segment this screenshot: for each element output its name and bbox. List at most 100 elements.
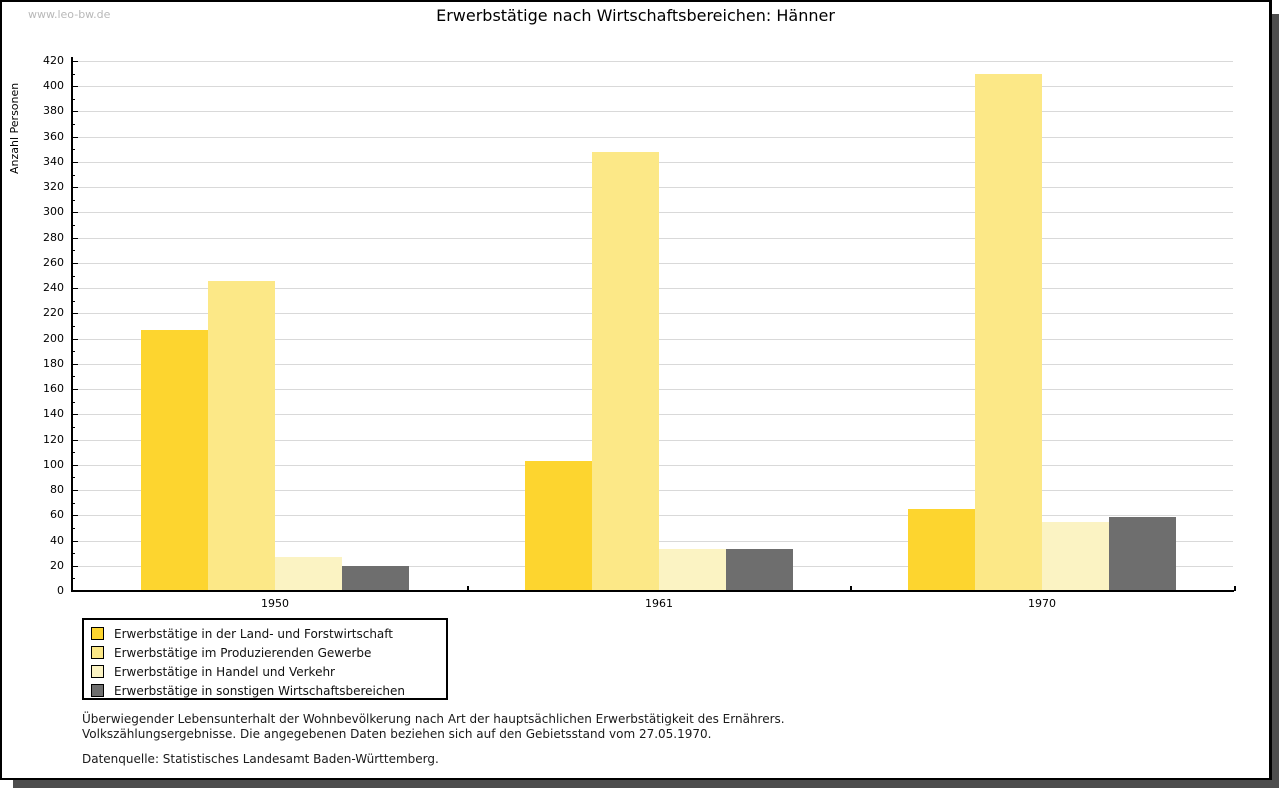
y-axis-minor-tick [72,200,75,201]
y-axis-minor-tick [72,427,75,428]
gridline [73,111,1233,112]
y-axis-minor-tick [72,124,75,125]
y-axis-tick-label: 40 [50,534,64,547]
bar-1961-series-1 [525,461,592,591]
y-axis-minor-tick [72,351,75,352]
y-axis-major-tick [72,566,78,567]
y-axis-major-tick [72,288,78,289]
bar-chart: 0 20 40 60 80 100 120 140 160 180 200 220 240 260 280 3… [2,2,1269,778]
bar-1950-series-3 [275,557,342,591]
y-axis-tick-label: 140 [43,407,64,420]
legend-swatch-icon [91,684,104,697]
x-axis-tick-label: 1950 [261,597,289,610]
y-axis-major-tick [72,137,78,138]
legend-item: Erwerbstätige in der Land- und Forstwirt… [91,624,446,643]
y-axis-major-tick [72,414,78,415]
y-axis-tick-label: 200 [43,332,64,345]
y-axis-minor-tick [72,528,75,529]
y-axis-tick-label: 260 [43,256,64,269]
y-axis-tick-label: 360 [43,130,64,143]
y-axis-tick-label: 80 [50,483,64,496]
y-axis-major-tick [72,490,78,491]
bar-1961-series-4 [726,549,793,591]
legend-item: Erwerbstätige in sonstigen Wirtschaftsbe… [91,681,446,700]
y-axis-tick-label: 100 [43,458,64,471]
y-axis-major-tick [72,238,78,239]
legend-swatch-icon [91,627,104,640]
y-axis-major-tick [72,364,78,365]
y-axis-minor-tick [72,225,75,226]
legend-label: Erwerbstätige in Handel und Verkehr [114,664,335,679]
y-axis-minor-tick [72,376,75,377]
legend-item: Erwerbstätige im Produzierenden Gewerbe [91,643,446,662]
y-axis-minor-tick [72,175,75,176]
y-axis-tick-label: 340 [43,155,64,168]
y-axis-major-tick [72,313,78,314]
bar-1970-series-4 [1109,517,1176,591]
y-axis-tick-label: 120 [43,433,64,446]
y-axis-major-tick [72,515,78,516]
y-axis-tick-label: 0 [57,584,64,597]
y-axis-major-tick [72,440,78,441]
y-axis-major-tick [72,541,78,542]
y-axis-major-tick [72,162,78,163]
gridline [73,137,1233,138]
y-axis-major-tick [72,389,78,390]
footnote-line-1: Überwiegender Lebensunterhalt der Wohnbe… [82,712,785,726]
y-axis-minor-tick [72,402,75,403]
bar-1961-series-2 [592,152,659,591]
y-axis-major-tick [72,61,78,62]
y-axis-major-tick [72,86,78,87]
y-axis-minor-tick [72,578,75,579]
y-axis-minor-tick [72,326,75,327]
y-axis-minor-tick [72,553,75,554]
legend-label: Erwerbstätige im Produzierenden Gewerbe [114,645,372,660]
bar-1950-series-1 [141,330,208,591]
x-axis-tick-label: 1961 [645,597,673,610]
y-axis-tick-label: 280 [43,231,64,244]
y-axis-minor-tick [72,477,75,478]
bar-1950-series-4 [342,566,409,591]
y-axis-tick-label: 240 [43,281,64,294]
x-axis-tick-label: 1970 [1028,597,1056,610]
legend-swatch-icon [91,646,104,659]
y-axis-major-tick [72,212,78,213]
y-axis-minor-tick [72,276,75,277]
x-axis-tick [467,586,469,591]
bar-1970-series-1 [908,509,975,591]
y-axis-tick-label: 180 [43,357,64,370]
legend: Erwerbstätige in der Land- und Forstwirt… [82,618,448,700]
gridline [73,86,1233,87]
legend-label: Erwerbstätige in sonstigen Wirtschaftsbe… [114,683,406,698]
y-axis-major-tick [72,263,78,264]
y-axis-minor-tick [72,99,75,100]
data-source: Datenquelle: Statistisches Landesamt Bad… [82,752,439,766]
y-axis-tick-label: 60 [50,508,64,521]
y-axis-minor-tick [72,301,75,302]
y-axis-tick-label: 300 [43,205,64,218]
y-axis-major-tick [72,187,78,188]
y-axis-major-tick [72,111,78,112]
y-axis-tick-label: 380 [43,104,64,117]
x-axis-line [71,590,1234,592]
y-axis-line [71,57,73,592]
chart-frame: www.leo-bw.de Erwerbstätige nach Wirtsch… [0,0,1272,780]
chart-footnote: Überwiegender Lebensunterhalt der Wohnbe… [82,712,785,742]
x-axis-tick [1234,586,1236,591]
y-axis-tick-label: 320 [43,180,64,193]
legend-item: Erwerbstätige in Handel und Verkehr [91,662,446,681]
legend-swatch-icon [91,665,104,678]
y-axis-tick-label: 160 [43,382,64,395]
bar-1961-series-3 [659,549,726,591]
gridline [73,61,1233,62]
y-axis-major-tick [72,339,78,340]
y-axis-minor-tick [72,74,75,75]
y-axis-minor-tick [72,503,75,504]
y-axis-minor-tick [72,250,75,251]
y-axis-major-tick [72,465,78,466]
footnote-line-2: Volkszählungsergebnisse. Die angegebenen… [82,727,712,741]
y-axis-tick-label: 420 [43,54,64,67]
y-axis-tick-label: 220 [43,306,64,319]
y-axis-minor-tick [72,149,75,150]
x-axis-tick [850,586,852,591]
